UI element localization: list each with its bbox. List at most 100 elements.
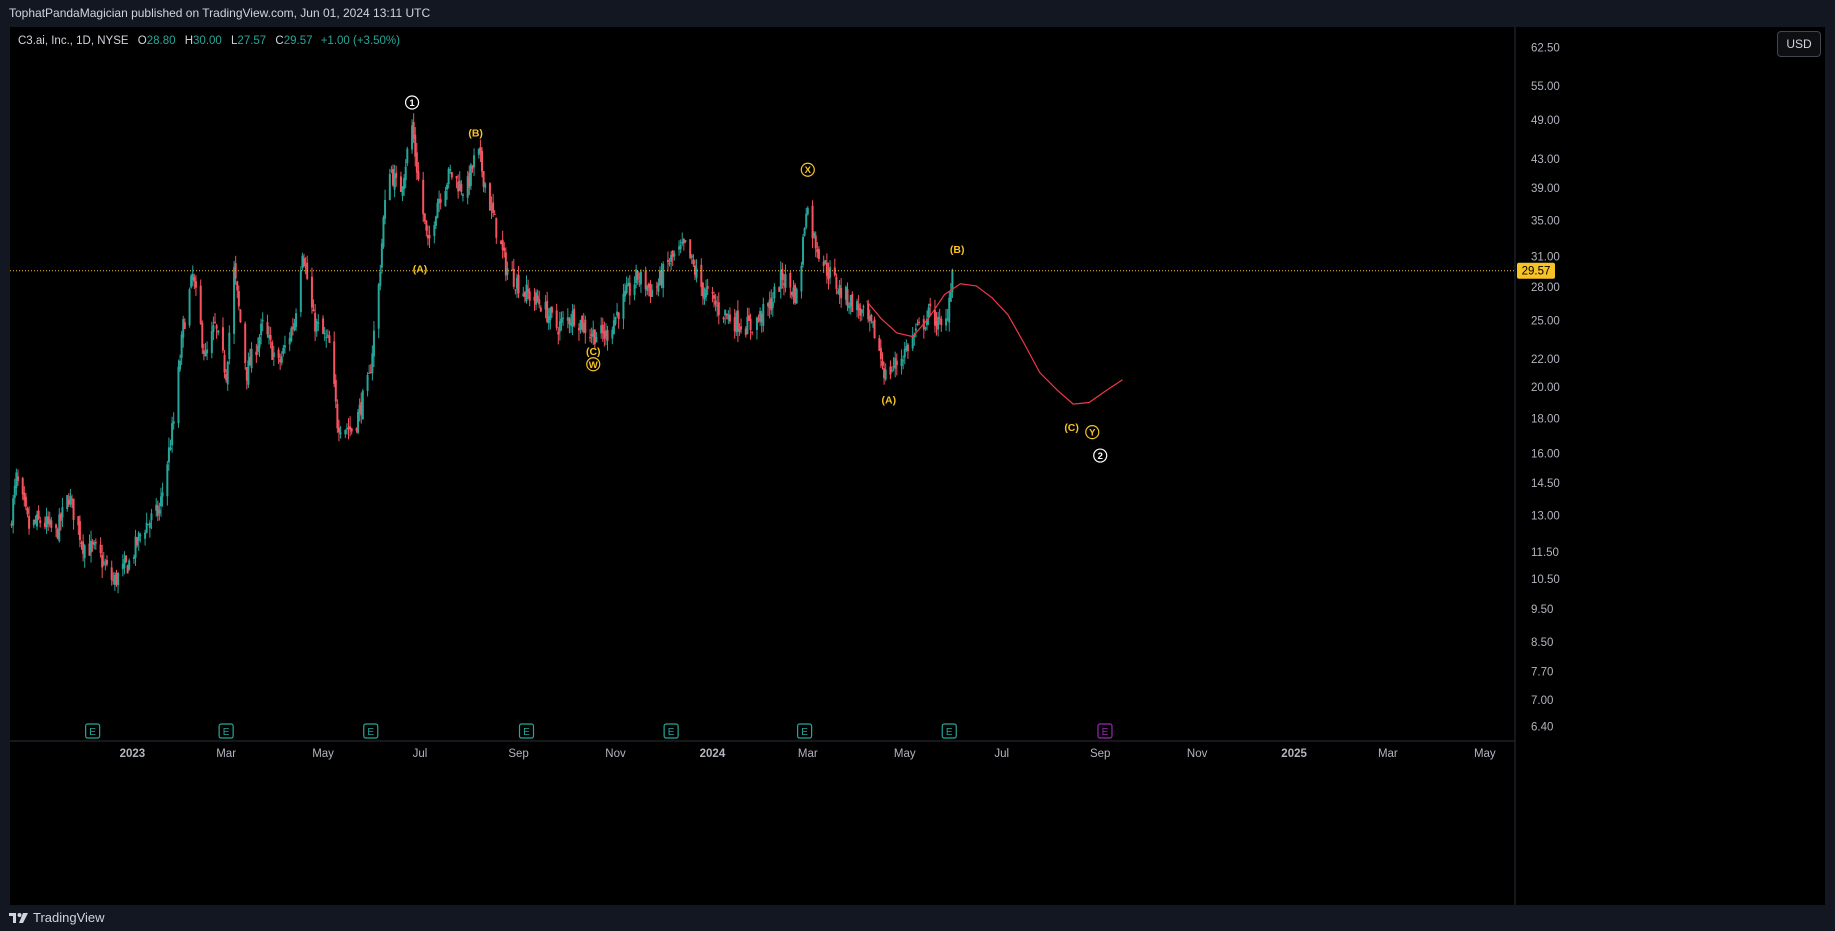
candle-body [406,148,409,164]
candle-body [156,505,159,516]
candle-body [328,335,331,343]
earnings-marker[interactable]: E [797,723,813,739]
candle-body [438,198,441,204]
candle-body [167,447,170,463]
candle-body [848,305,851,309]
candle-body [701,282,704,297]
candle-body [423,213,426,222]
candle-body [150,513,153,521]
candle-body [202,350,205,354]
candle-body [21,478,24,495]
wave-label: (B) [950,244,965,256]
candle-body [36,514,39,527]
candle-body [271,342,274,360]
candle-body [272,352,275,358]
candle-body [482,171,485,187]
wave-label-text: 2 [1098,451,1103,462]
candle-body [560,318,563,323]
candle-body [280,356,283,364]
y-tick-label: 39.00 [1531,183,1560,195]
candle-body [779,270,782,289]
y-tick-label: 49.00 [1531,115,1560,127]
y-tick-label: 6.40 [1531,722,1553,734]
candle-body [878,338,881,351]
candle-body [277,349,280,359]
candle-body [700,264,703,288]
candle-body [883,368,886,379]
earnings-marker[interactable]: E [363,723,379,739]
close-label: C [275,35,284,47]
candle-body [813,232,816,237]
candle-body [245,367,248,381]
candle-body [682,238,685,244]
x-tick-label: Sep [1090,748,1110,760]
candle-body [789,273,792,288]
y-tick-label: 22.00 [1531,354,1560,366]
candle-body [488,183,491,211]
candle-body [612,320,615,334]
candle-body [161,492,164,497]
candle-body [835,277,838,289]
candle-body [83,545,86,559]
candle-body [492,202,495,213]
currency-button[interactable]: USD [1777,31,1821,57]
candle-body [190,275,193,288]
candle-body [717,302,720,316]
candle-body [59,513,62,521]
brand-name[interactable]: TradingView [33,910,105,925]
candle-body [425,220,428,231]
candle-body [99,544,102,554]
candle-body [504,252,507,276]
candle-body [816,249,819,253]
candle-body [533,296,536,301]
candle-body [755,317,758,331]
candle-body [55,524,58,529]
candle-body [539,307,542,312]
candle-body [266,322,269,335]
y-tick-label: 8.50 [1531,637,1553,649]
candle-body [512,268,515,287]
candle-body [627,282,630,287]
candle-body [918,321,921,323]
candle-body [317,322,320,324]
candle-body [388,173,391,201]
candle-body [337,427,340,433]
candle-body [66,495,69,510]
wave-label: X [800,162,815,177]
candle-body [43,522,46,527]
candles-group [10,113,954,594]
symbol-title[interactable]: C3.ai, Inc., 1D, NYSE [18,35,129,47]
candle-body [301,255,304,268]
candle-body [414,134,417,157]
candle-body [269,335,272,340]
earnings-marker[interactable]: E [85,723,101,739]
candle-body [870,314,873,322]
y-tick-label: 9.50 [1531,604,1553,616]
earnings-marker[interactable]: E [1097,723,1113,739]
candle-body [616,311,619,316]
candle-body [948,297,951,323]
high-value: 30.00 [193,35,222,47]
candle-body [248,356,251,366]
candle-body [733,317,736,332]
earnings-marker[interactable]: E [663,723,679,739]
candle-body [544,301,547,310]
y-tick-label: 25.00 [1531,316,1560,328]
candle-body [110,567,113,581]
x-tick-label: Jul [994,748,1009,760]
candle-body [382,217,385,247]
chart-area[interactable]: 62.50 55.00 49.00 43.00 39.00 35.00 31.00 28.00… [10,27,1825,905]
price-chart[interactable]: 62.50 55.00 49.00 43.00 39.00 35.00 31.00 28.00… [10,27,1825,905]
earnings-marker[interactable]: E [941,723,957,739]
tradingview-logo-icon[interactable] [9,911,31,925]
candle-body [225,374,228,381]
candle-body [949,291,952,302]
candle-body [933,309,936,326]
candle-body [577,327,580,331]
y-tick-label: 18.00 [1531,414,1560,426]
candle-body [805,213,808,228]
earnings-marker-label: E [523,727,530,738]
earnings-marker[interactable]: E [518,723,535,739]
candle-body [714,300,717,305]
earnings-marker[interactable]: E [218,723,234,739]
